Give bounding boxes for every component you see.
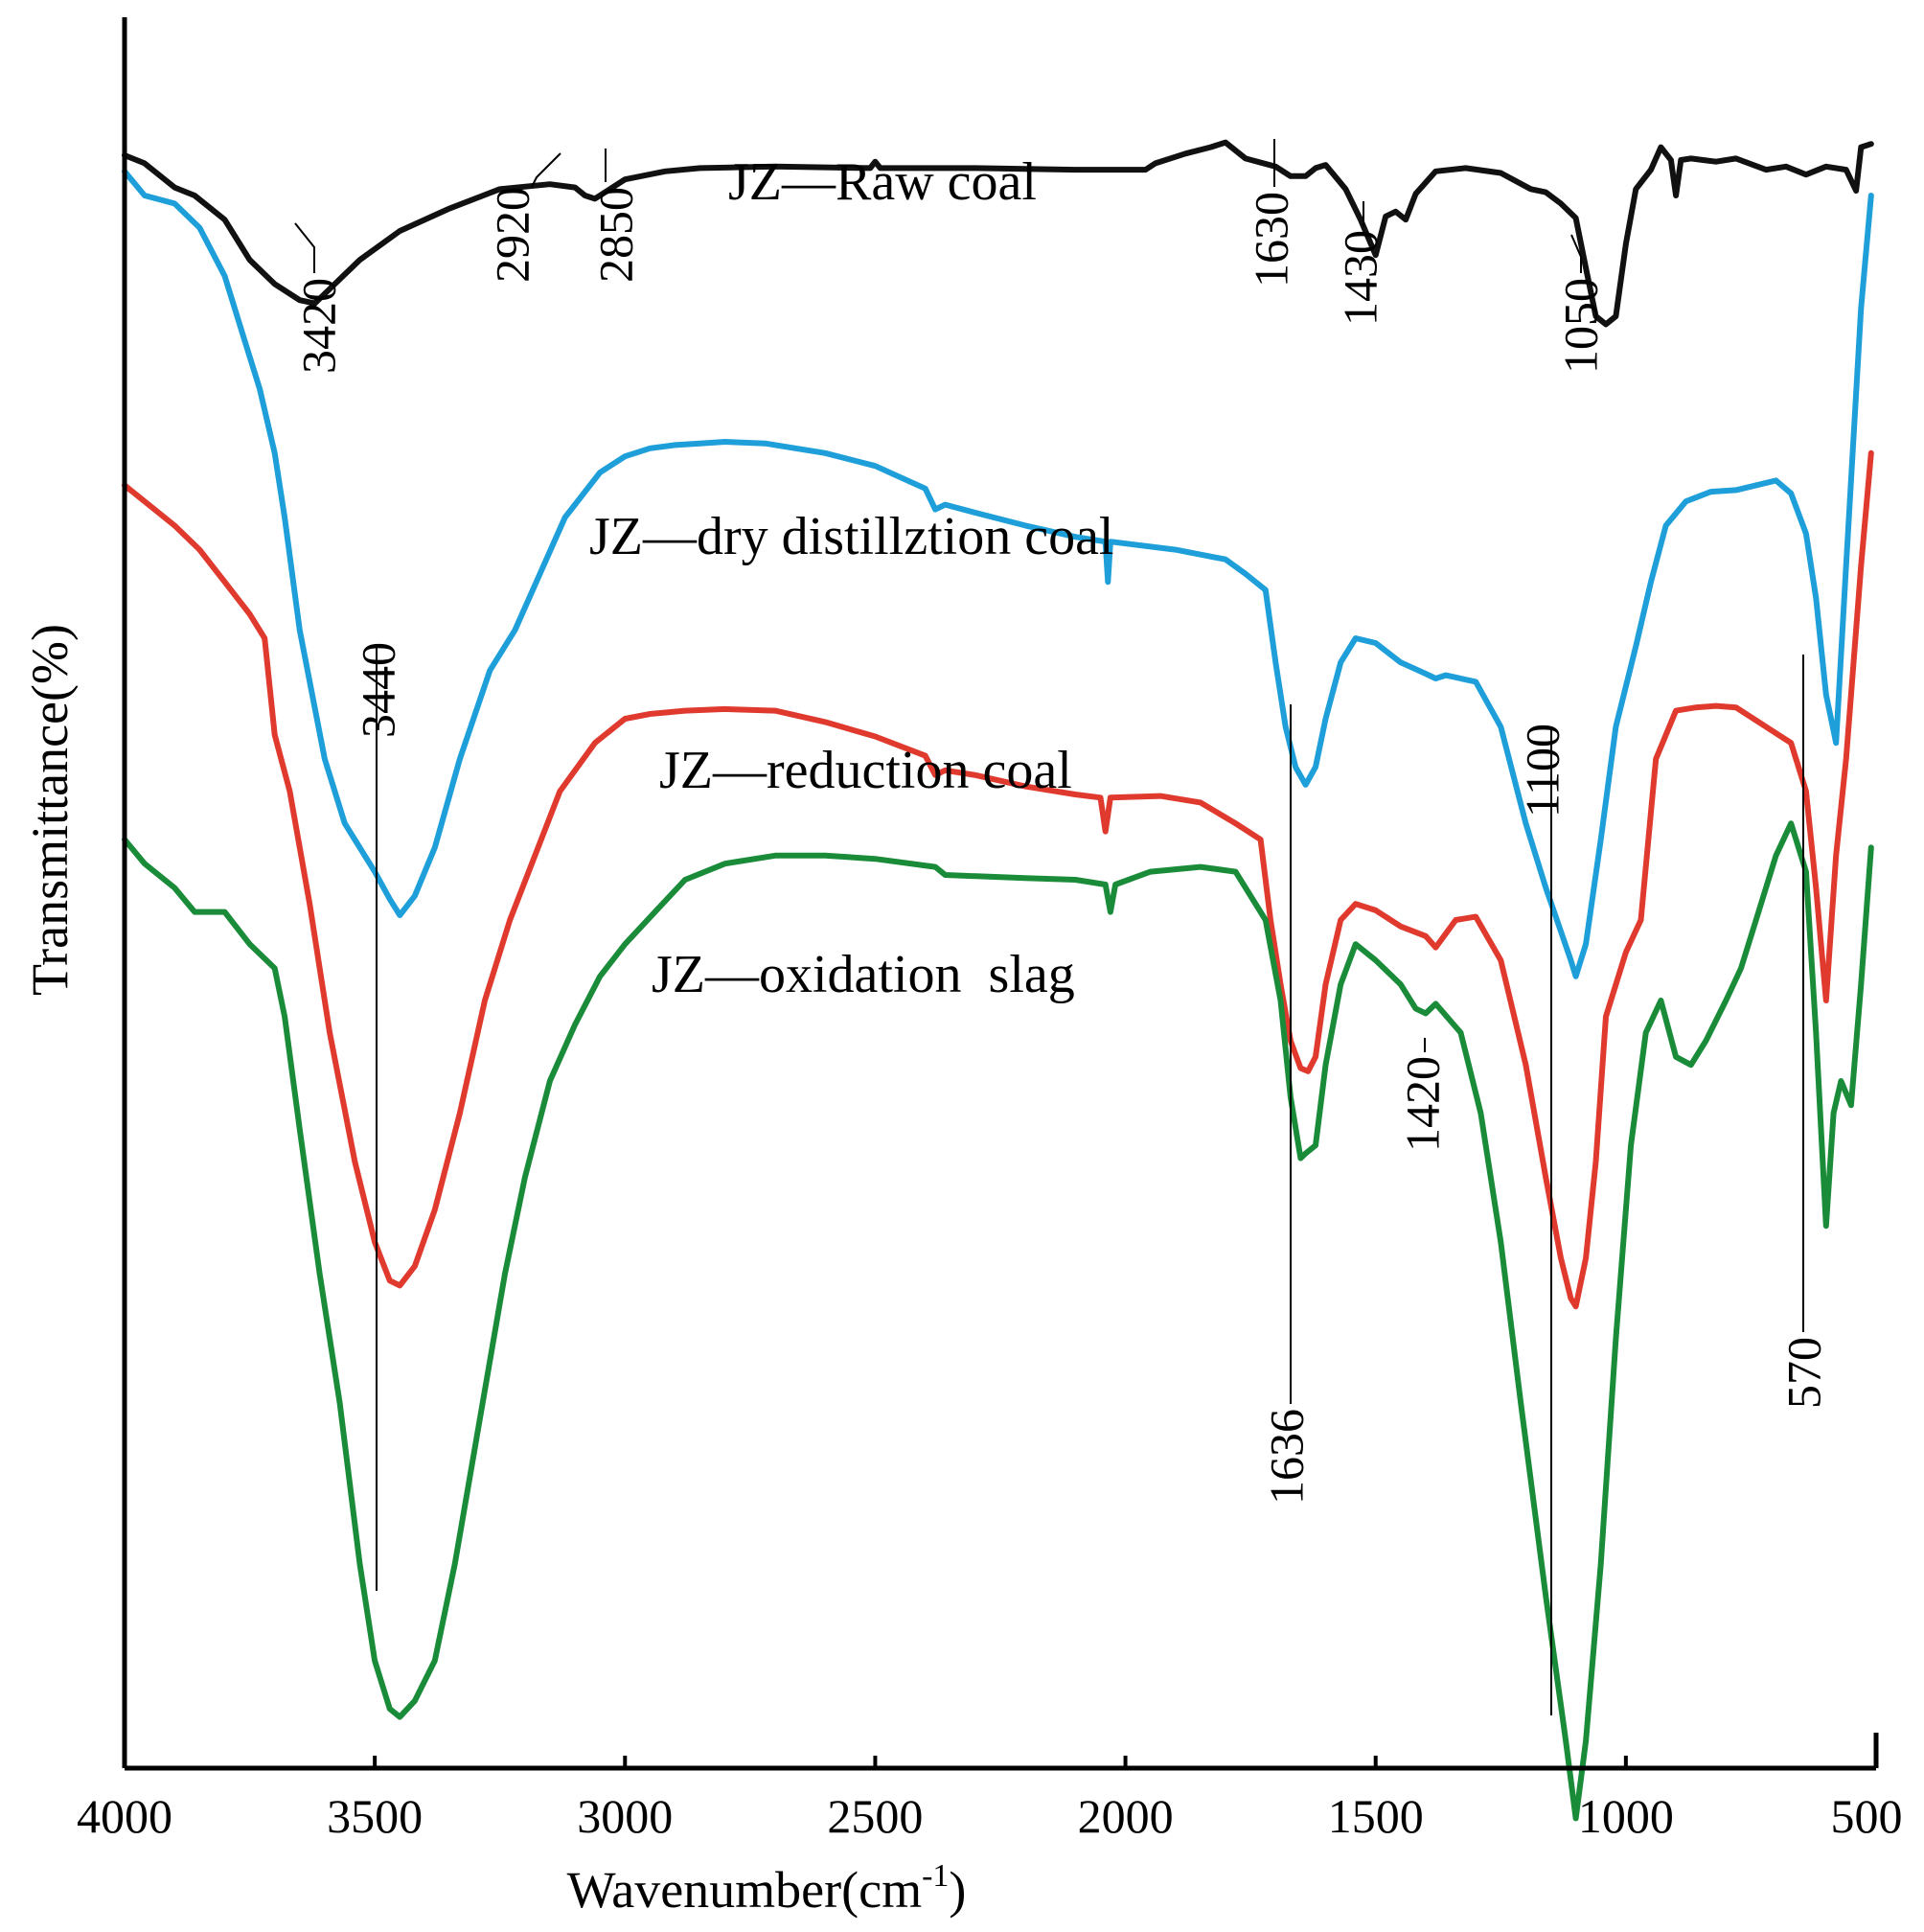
peak-labels: 3420 2920 2850 1630 1430 1050 3440 1100 1420 1636… [291,187,1830,1505]
x-axis-ticks [123,1756,1878,1768]
peak-label-1430: 1430 [1333,230,1386,326]
peak-label-1630: 1630 [1244,192,1297,288]
series-line-dry [122,168,1874,979]
series-line-green [122,820,1874,1822]
peak-label-3440: 3440 [351,642,404,738]
x-tick-label-1500: 1500 [1328,1789,1424,1843]
peak-label-1100: 1100 [1515,724,1569,817]
x-axis-tick-labels: 4000 3500 3000 2500 2000 1500 1000 500 [77,1789,1903,1843]
series-label-dry: JZ—dry distillztion coal [589,507,1113,566]
peak-label-3420: 3420 [291,278,345,374]
peak-leader-1050 [1570,234,1582,273]
series-label-green: JZ—oxidation slag [652,945,1075,1004]
peak-label-2920: 2920 [485,187,538,283]
peak-label-1420: 1420 [1395,1056,1449,1152]
peak-label-1636: 1636 [1259,1409,1313,1505]
peak-label-2850: 2850 [588,187,642,283]
series-labels: JZ—Raw coal JZ—dry distillztion coal JZ—re… [589,152,1113,1004]
series-label-red: JZ—reduction coal [659,741,1072,800]
peak-leader-3420 [294,222,315,273]
x-axis-title: Wavenumber(cm-1) [567,1858,967,1919]
series-line-red [122,449,1874,1310]
x-tick-label-1000: 1000 [1578,1789,1674,1843]
x-tick-label-500: 500 [1831,1789,1903,1843]
peak-label-1050: 1050 [1553,278,1607,374]
x-tick-label-2500: 2500 [827,1789,923,1843]
x-tick-label-3500: 3500 [327,1789,423,1843]
series-line-raw [122,139,1874,328]
peak-leader-lines [294,139,1804,1715]
peak-label-570: 570 [1776,1337,1830,1409]
x-tick-label-2000: 2000 [1078,1789,1174,1843]
y-axis-title: Transmittance(%) [21,624,79,996]
x-tick-label-3000: 3000 [577,1789,673,1843]
peak-leader-2920 [531,152,561,188]
x-tick-label-4000: 4000 [77,1789,172,1843]
spectra-curves [122,139,1874,1822]
series-label-raw: JZ—Raw coal [728,152,1037,212]
